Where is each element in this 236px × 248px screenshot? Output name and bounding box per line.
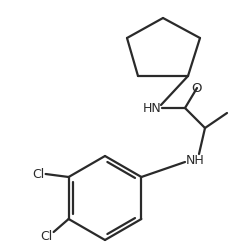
Text: O: O — [192, 82, 202, 94]
Text: Cl: Cl — [41, 230, 53, 244]
Text: HN: HN — [143, 101, 161, 115]
Text: NH: NH — [186, 154, 204, 166]
Text: Cl: Cl — [33, 167, 45, 181]
